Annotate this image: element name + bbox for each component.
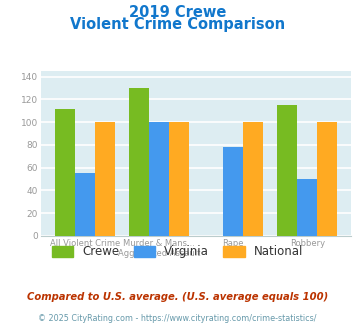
Text: 2019 Crewe: 2019 Crewe [129, 5, 226, 20]
Bar [317, 122, 337, 236]
Bar [277, 105, 297, 236]
Text: Violent Crime Comparison: Violent Crime Comparison [70, 16, 285, 31]
Bar [95, 122, 115, 236]
Bar [75, 173, 95, 236]
Text: © 2025 CityRating.com - https://www.cityrating.com/crime-statistics/: © 2025 CityRating.com - https://www.city… [38, 314, 317, 323]
Bar [169, 122, 189, 236]
Bar [149, 122, 169, 236]
Bar [243, 122, 263, 236]
Bar [297, 179, 317, 236]
Bar [129, 88, 149, 236]
Text: Compared to U.S. average. (U.S. average equals 100): Compared to U.S. average. (U.S. average … [27, 292, 328, 302]
Legend: Crewe, Virginia, National: Crewe, Virginia, National [47, 241, 308, 263]
Bar [55, 109, 75, 236]
Bar [223, 147, 243, 236]
